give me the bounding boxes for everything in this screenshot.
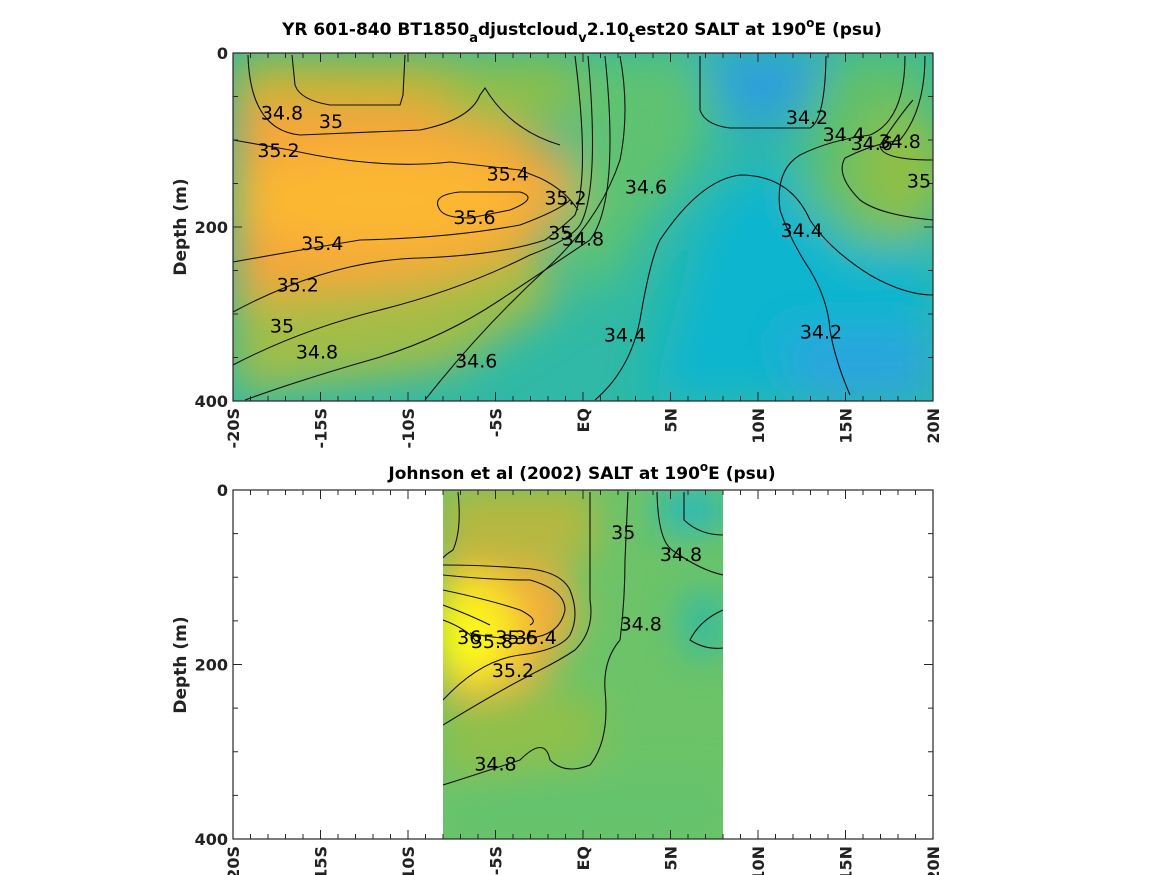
y-tick-label: 400 bbox=[195, 830, 228, 849]
y-tick-label: 400 bbox=[195, 392, 228, 411]
contour-label: 34.6 bbox=[625, 176, 667, 198]
y-tick-label: 0 bbox=[217, 481, 228, 500]
x-tick-label: 5N bbox=[662, 846, 681, 871]
salinity-field bbox=[233, 53, 933, 401]
salinity-field bbox=[443, 490, 723, 839]
contour-label: 36 bbox=[457, 627, 481, 649]
contour-label: 35.4 bbox=[515, 627, 557, 649]
x-tick-label: -20S bbox=[224, 408, 243, 448]
x-tick-label: -15S bbox=[312, 408, 331, 448]
contour-label: 34.2 bbox=[800, 322, 842, 344]
contour-label: 35 bbox=[907, 170, 931, 192]
contour-label: 35 bbox=[548, 222, 572, 244]
x-tick-label: 15N bbox=[837, 846, 856, 875]
x-tick-label: 15N bbox=[837, 408, 856, 444]
contour-label: 34.8 bbox=[562, 229, 604, 251]
x-tick-label: EQ bbox=[574, 846, 593, 871]
axis-ticks: -20S -15S -10S -5S EQ 5N 10N 15N 20N 0 200 400 bbox=[195, 481, 943, 875]
contour-label: 35.2 bbox=[257, 140, 299, 162]
contour-label: 35.2 bbox=[277, 275, 319, 297]
x-tick-label: 5N bbox=[662, 408, 681, 433]
contour-label: 35.4 bbox=[487, 163, 529, 185]
y-tick-label: 200 bbox=[195, 656, 228, 675]
panel-title: YR 601-840 BT1850adjustcloudv2.10test20 … bbox=[281, 16, 882, 46]
contour-label: 34.8 bbox=[261, 102, 303, 124]
contour-label: 34.6 bbox=[851, 133, 893, 155]
x-tick-label: -15S bbox=[312, 846, 331, 875]
contour-label: 35.4 bbox=[301, 233, 343, 255]
axis-ticks: -20S -15S -10S -5S EQ 5N 10N 15N 20N 0 200 400 bbox=[195, 44, 943, 448]
observed-salinity-panel: Johnson et al (2002) SALT at 190oE (psu)… bbox=[171, 460, 943, 875]
contour-label: 34.8 bbox=[474, 753, 516, 775]
contour-label: 34.4 bbox=[604, 324, 646, 346]
contour-label: 35.6 bbox=[495, 627, 537, 649]
x-tick-label: 20N bbox=[924, 408, 943, 444]
y-tick-label: 200 bbox=[195, 218, 228, 237]
x-tick-label: -5S bbox=[487, 408, 506, 437]
panel-title: Johnson et al (2002) SALT at 190oE (psu) bbox=[387, 460, 775, 484]
contour-label: 35 bbox=[270, 316, 294, 338]
y-tick-label: 0 bbox=[217, 44, 228, 63]
x-tick-label: 20N bbox=[924, 846, 943, 875]
y-axis-label: Depth (m) bbox=[171, 178, 191, 275]
x-tick-label: EQ bbox=[574, 408, 593, 433]
contour-label: 34.8 bbox=[296, 342, 338, 364]
x-tick-label: 10N bbox=[749, 846, 768, 875]
contour-label: 35.6 bbox=[453, 207, 495, 229]
contour-label: 34.8 bbox=[879, 131, 921, 153]
contour-label: 35 bbox=[611, 522, 635, 544]
contour-label: 34.4 bbox=[823, 124, 865, 146]
x-tick-label: -10S bbox=[399, 408, 418, 448]
contour-label: 35.2 bbox=[544, 188, 586, 210]
contour-label: 34.8 bbox=[620, 614, 662, 636]
contour-label: 35.8 bbox=[471, 631, 513, 653]
contour-label: 34.6 bbox=[455, 350, 497, 372]
y-axis-label: Depth (m) bbox=[171, 616, 191, 713]
contour-label: 35.2 bbox=[492, 660, 534, 682]
model-salinity-panel: YR 601-840 BT1850adjustcloudv2.10test20 … bbox=[171, 16, 943, 448]
x-tick-label: 10N bbox=[749, 408, 768, 444]
x-tick-label: -20S bbox=[224, 846, 243, 875]
contour-labels: 34.8 3535.235.435.635.23534.835.435.23534… bbox=[257, 102, 931, 372]
contour-label: 34.4 bbox=[781, 220, 823, 242]
x-tick-label: -10S bbox=[399, 846, 418, 875]
x-tick-label: -5S bbox=[487, 846, 506, 875]
contour-label: 34.2 bbox=[786, 107, 828, 129]
contour-label: 35 bbox=[319, 111, 343, 133]
contour-label: 34.8 bbox=[660, 544, 702, 566]
